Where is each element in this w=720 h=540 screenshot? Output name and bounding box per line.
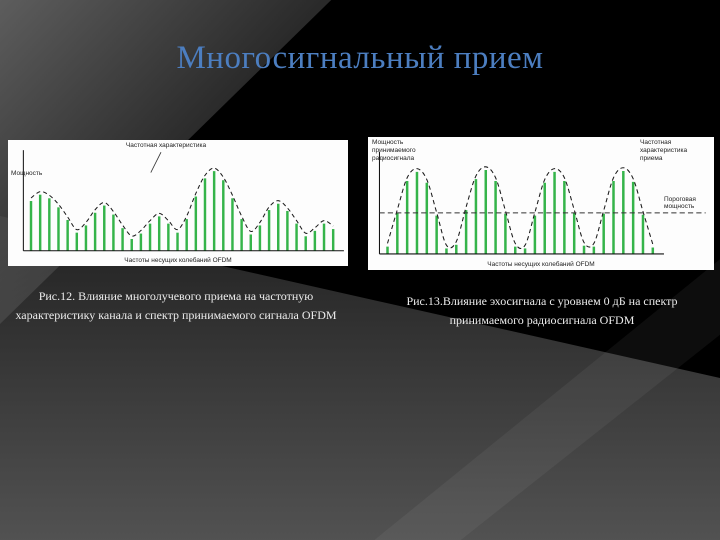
figure-multipath-panel: Частотная характеристика Мощность Частот…: [8, 140, 348, 266]
slide-title: Многосигнальный прием: [176, 40, 544, 76]
figure13-caption: Рис.13.Влияние эхосигнала с уровнем 0 дБ…: [406, 294, 678, 327]
chart-label-frequency-response: Частотная характеристика: [125, 142, 207, 149]
chart-label-threshold-power: Пороговая мощность: [664, 195, 696, 211]
chart-label-power: Мощность: [11, 170, 43, 177]
ofdm-multipath-spectrum-chart: [22, 150, 344, 252]
ofdm-echo-spectrum-chart: [378, 152, 706, 255]
chart-label-ofdm-carriers: Частоты несущих колебаний OFDM: [487, 261, 595, 269]
chart-label-ofdm-carriers: Частоты несущих колебаний OFDM: [124, 257, 232, 265]
figure12-caption: Рис.12. Влияние многолучевого приема на …: [15, 289, 337, 322]
chart-label-received-power: Мощность принимаемого радиосигнала: [372, 139, 416, 162]
figure-echo-panel: Мощность принимаемого радиосигнала Часто…: [368, 137, 714, 270]
chart-label-channel-response: Частотная характеристика приема: [640, 139, 688, 162]
